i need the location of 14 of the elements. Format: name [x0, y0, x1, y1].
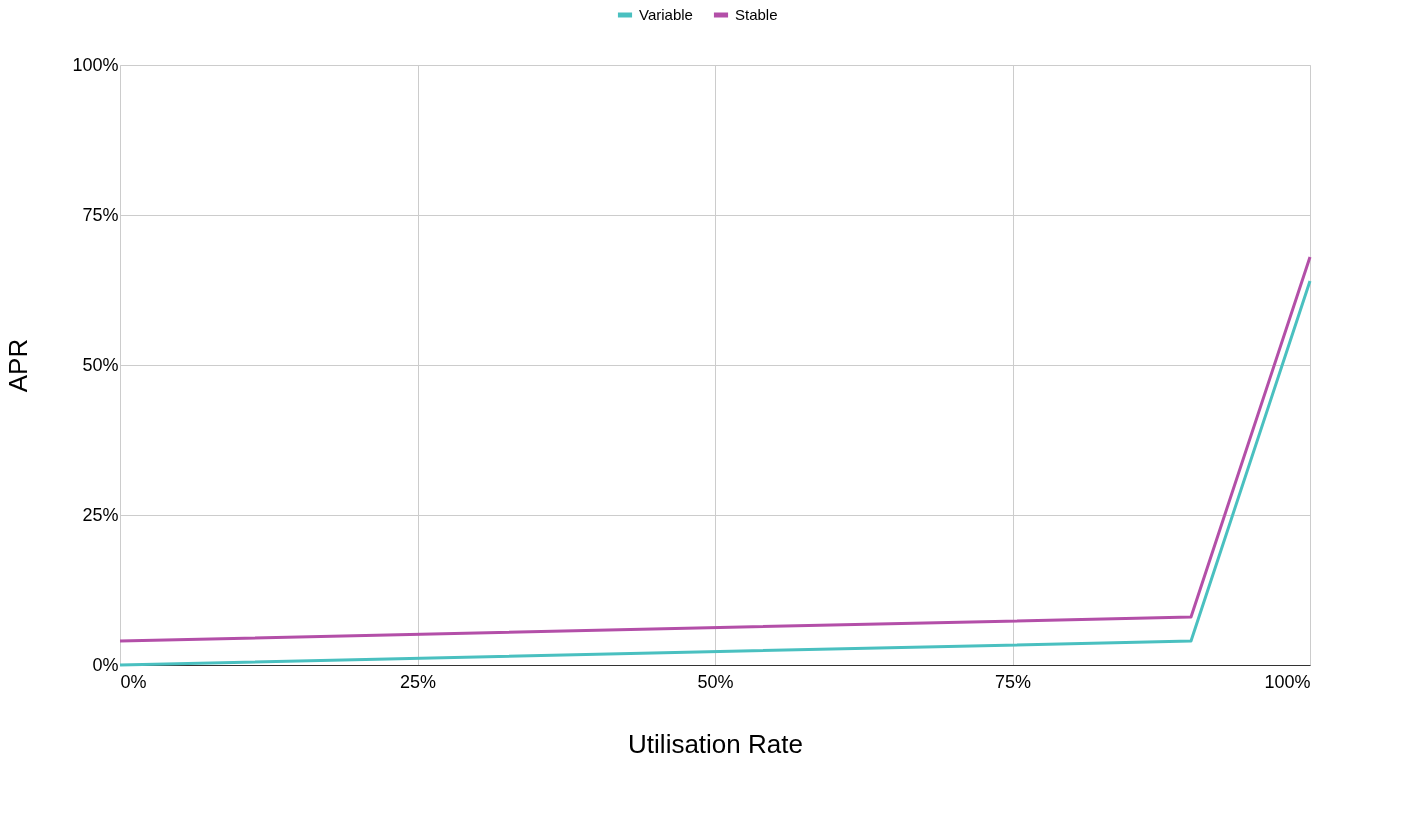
x-tick-label: 50% [697, 671, 734, 692]
x-tick-label: 75% [994, 671, 1032, 692]
x-tick-label: 0% [120, 671, 147, 692]
y-tick-label: 50% [82, 354, 119, 375]
y-axis-title: APR [3, 338, 34, 393]
y-tick-label: 25% [82, 504, 119, 525]
legend-label: Variable [639, 6, 693, 23]
y-tick-label: 100% [72, 54, 119, 75]
x-axis-title: Utilisation Rate [628, 728, 803, 759]
y-tick-label: 0% [92, 654, 119, 675]
x-tick-label: 25% [399, 671, 437, 692]
y-tick-label: 75% [82, 204, 119, 225]
x-tick-label: 100% [1264, 671, 1311, 692]
legend-label: Stable [735, 6, 778, 23]
